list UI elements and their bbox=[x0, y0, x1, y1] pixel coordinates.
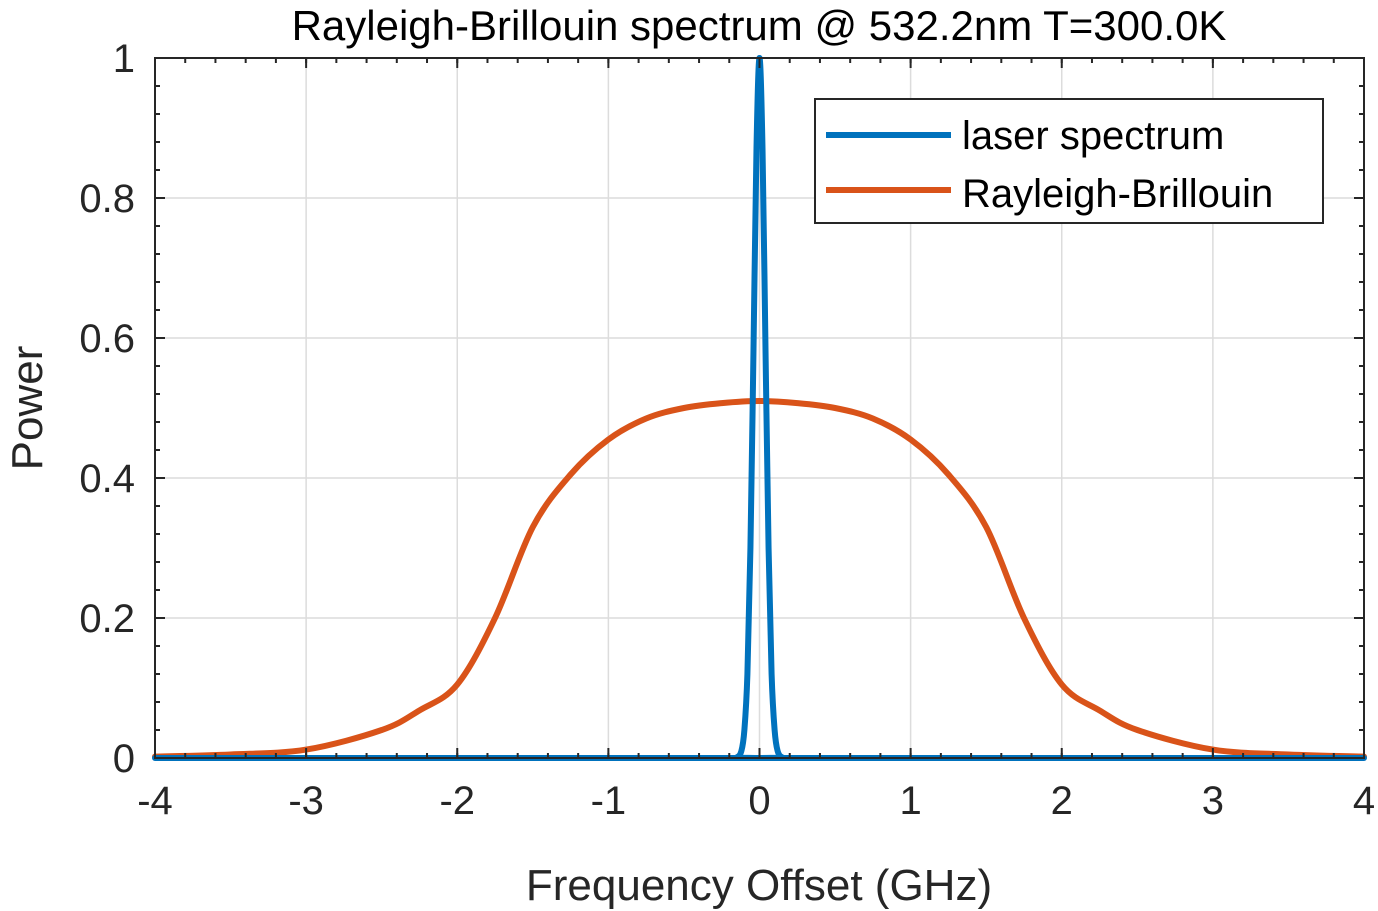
y-axis-label: Power bbox=[3, 346, 52, 471]
x-tick-label: -3 bbox=[288, 779, 324, 823]
legend: laser spectrum Rayleigh-Brillouin bbox=[814, 98, 1324, 224]
legend-label-laser: laser spectrum bbox=[962, 114, 1224, 158]
y-tick-label: 0.2 bbox=[79, 597, 135, 641]
legend-box bbox=[814, 98, 1324, 224]
chart-title: Rayleigh-Brillouin spectrum @ 532.2nm T=… bbox=[292, 2, 1227, 49]
ticks bbox=[154, 57, 1365, 759]
x-tick-label: -4 bbox=[137, 779, 173, 823]
x-tick-label: 4 bbox=[1353, 779, 1375, 823]
series-rayleigh-brillouin bbox=[152, 398, 1367, 760]
x-tick-labels: -4 -3 -2 -1 0 1 2 3 4 bbox=[137, 779, 1375, 823]
legend-label-rayleigh-brillouin: Rayleigh-Brillouin bbox=[962, 172, 1273, 216]
y-tick-label: 1 bbox=[113, 37, 135, 81]
x-axis-label: Frequency Offset (GHz) bbox=[526, 861, 992, 910]
y-tick-label: 0.8 bbox=[79, 177, 135, 221]
x-tick-label: 1 bbox=[900, 779, 922, 823]
y-tick-labels: 0 0.2 0.4 0.6 0.8 1 bbox=[79, 37, 135, 781]
y-tick-label: 0.4 bbox=[79, 457, 135, 501]
x-tick-label: 0 bbox=[748, 779, 770, 823]
x-tick-label: -2 bbox=[439, 779, 475, 823]
x-tick-label: -1 bbox=[591, 779, 627, 823]
y-tick-label: 0 bbox=[113, 737, 135, 781]
x-tick-label: 3 bbox=[1202, 779, 1224, 823]
y-tick-label: 0.6 bbox=[79, 317, 135, 361]
x-tick-label: 2 bbox=[1051, 779, 1073, 823]
